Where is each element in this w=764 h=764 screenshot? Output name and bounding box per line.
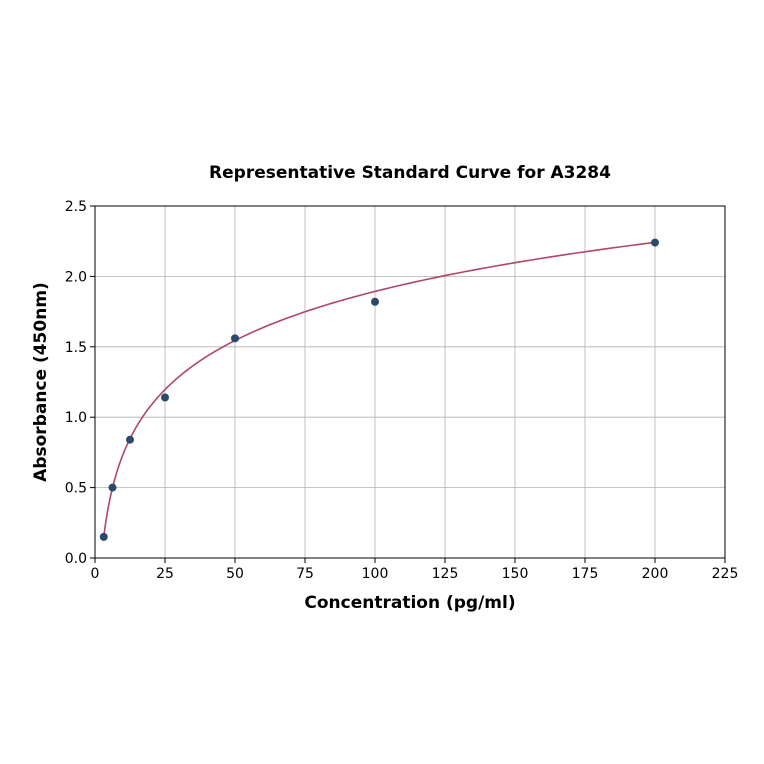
data-point — [99, 532, 108, 541]
x-tick-label: 200 — [642, 566, 669, 582]
y-tick-label: 0.5 — [65, 481, 87, 497]
chart-title: Representative Standard Curve for A3284 — [209, 163, 611, 183]
x-tick-label: 150 — [502, 566, 529, 582]
x-tick-label: 225 — [712, 566, 739, 582]
data-point — [126, 435, 134, 444]
y-tick-label: 1.5 — [65, 340, 87, 356]
plot-frame — [94, 205, 726, 559]
data-point — [108, 483, 117, 492]
fit-curve — [102, 241, 656, 537]
x-tick-label: 0 — [91, 566, 100, 582]
x-axis-label: Concentration (pg/ml) — [304, 593, 515, 613]
x-tick-label: 25 — [156, 566, 174, 582]
x-tick-label: 75 — [296, 566, 314, 582]
x-tick-label: 100 — [362, 566, 389, 582]
x-tick-label: 175 — [572, 566, 599, 582]
y-tick-label: 2.5 — [65, 199, 87, 215]
x-tick-label: 50 — [226, 566, 244, 582]
y-tick-label: 0.0 — [65, 551, 87, 567]
grid — [94, 205, 726, 559]
data-point — [371, 297, 379, 306]
y-axis-label: Absorbance (450nm) — [31, 282, 51, 482]
x-tick-label: 125 — [432, 566, 459, 582]
ticks: 0 25 50 75 100 125 150 175 200 225 0.0 0.5 1.0 1.5 2.0… — [65, 199, 739, 582]
data-point — [231, 334, 239, 343]
y-tick-label: 1.0 — [65, 410, 87, 426]
data-point — [161, 393, 169, 402]
data-point — [651, 238, 659, 247]
y-tick-label: 2.0 — [65, 269, 87, 285]
data-points — [99, 238, 659, 541]
